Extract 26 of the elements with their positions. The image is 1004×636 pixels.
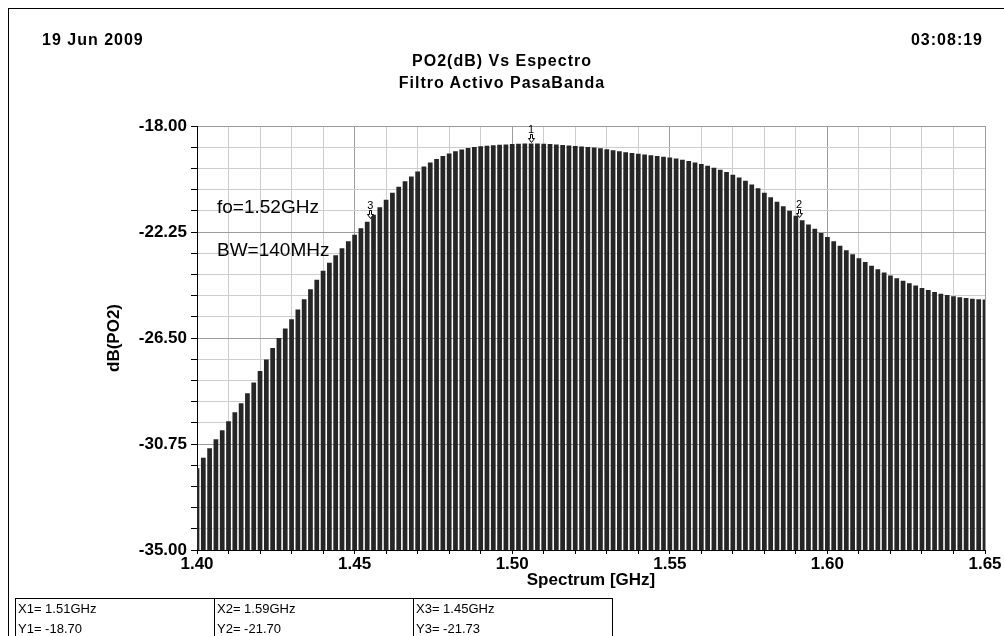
y-tick-label: -18.00: [138, 115, 187, 135]
annotation: 1: [528, 123, 535, 136]
annotation: fo=1.52GHz: [217, 196, 319, 218]
x-tick-label: 1.55: [653, 553, 687, 573]
x-tick-label: 1.60: [810, 553, 844, 573]
chart-subtitle: Filtro Activo PasaBanda: [397, 74, 607, 92]
text: X1= 1.51GHz: [18, 600, 98, 618]
x-axis-title: Spectrum [GHz]: [526, 570, 656, 590]
annotation: BW=140MHz: [217, 239, 330, 261]
chart-title: PO2(dB) Vs Espectro: [411, 52, 593, 70]
annotation: 3: [367, 199, 374, 212]
text: Y2= -21.70: [217, 620, 282, 636]
annotation: 2: [795, 198, 803, 211]
y-axis-title: dB(PO2): [103, 304, 123, 372]
y-tick-label: -26.50: [138, 327, 187, 347]
y-tick-label: -22.25: [138, 221, 187, 241]
y-tick-label: -30.75: [138, 433, 187, 453]
text: 03:08:19: [910, 31, 983, 49]
text: Y3= -21.73: [416, 620, 481, 636]
x-tick-label: 1.50: [495, 553, 529, 573]
x-tick-label: 1.45: [338, 553, 372, 573]
text: X3= 1.45GHz: [416, 600, 496, 618]
x-tick-label: 1.65: [968, 553, 1002, 573]
text: X2= 1.59GHz: [217, 600, 297, 618]
text: Y1= -18.70: [18, 620, 83, 636]
text: 19 Jun 2009: [42, 31, 144, 49]
